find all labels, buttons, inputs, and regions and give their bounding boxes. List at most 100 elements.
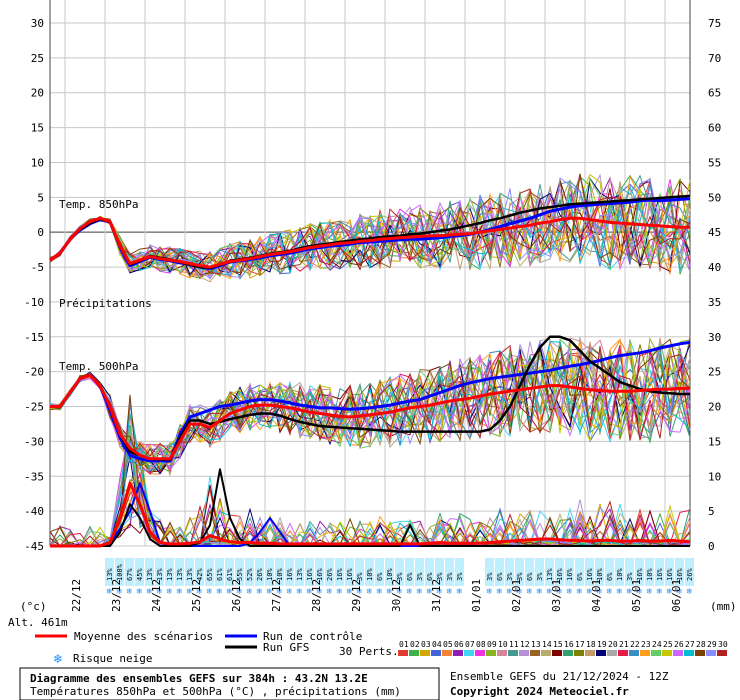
x-date-label: 04/01 xyxy=(590,579,603,612)
y-tick-label-right: 60 xyxy=(708,122,721,135)
snowflake-icon: ❄ xyxy=(336,587,343,596)
snow-risk-pct: 16% xyxy=(566,568,574,581)
snowflake-icon: ❄ xyxy=(236,587,243,596)
member-color-swatch xyxy=(618,650,628,656)
snow-risk-pct: 13% xyxy=(296,568,304,581)
y-tick-label-right: 35 xyxy=(708,296,721,309)
snow-risk-pct: 6% xyxy=(576,572,584,581)
snowflake-icon: ❄ xyxy=(396,587,403,596)
y-tick-label-right: 45 xyxy=(708,226,721,239)
snowflake-icon: ❄ xyxy=(636,587,643,596)
snow-risk-cell xyxy=(495,558,504,586)
member-color-swatch xyxy=(431,650,441,656)
x-date-label: 27/12 xyxy=(270,579,283,612)
snow-risk-cell xyxy=(195,558,204,586)
snow-risk-cell xyxy=(305,558,314,586)
member-color-swatch xyxy=(442,650,452,656)
snow-risk-pct: 10% xyxy=(266,568,274,581)
snowflake-icon: ❄ xyxy=(206,587,213,596)
member-color-swatch xyxy=(497,650,507,656)
member-color-swatch xyxy=(519,650,529,656)
snow-risk-cell xyxy=(275,558,284,586)
snowflake-icon: ❄ xyxy=(496,587,503,596)
snow-risk-pct: 100% xyxy=(116,563,124,581)
snow-risk-cell xyxy=(135,558,144,586)
member-color-swatch xyxy=(563,650,573,656)
snow-risk-pct: 13% xyxy=(166,568,174,581)
main-lines xyxy=(49,194,691,548)
x-date-label: 24/12 xyxy=(150,579,163,612)
y-tick-label-right: 75 xyxy=(708,17,721,30)
snow-risk-pct: 10% xyxy=(596,568,604,581)
snowflake-icon: ❄ xyxy=(526,587,533,596)
snow-risk-cell xyxy=(515,558,524,586)
member-color-swatch xyxy=(464,650,474,656)
snow-risk-pct: 13% xyxy=(106,568,114,581)
snowflake-icon: ❄ xyxy=(566,587,573,596)
snow-risk-cell xyxy=(255,558,264,586)
snow-risk-cell xyxy=(555,558,564,586)
member-color-swatch xyxy=(640,650,650,656)
snow-risk-pct: 6% xyxy=(406,572,414,581)
member-number: 30 xyxy=(718,640,728,649)
snow-risk-pct: 6% xyxy=(496,572,504,581)
snow-risk-pct: 3% xyxy=(436,572,444,581)
snow-risk-pct: 67% xyxy=(126,568,134,581)
snow-risk-cell xyxy=(155,558,164,586)
x-date-label: 05/01 xyxy=(630,579,643,612)
snowflake-icon: ❄ xyxy=(376,587,383,596)
snowflake-icon: ❄ xyxy=(546,587,553,596)
x-date-label: 02/01 xyxy=(510,579,523,612)
y-tick-label-left: -30 xyxy=(24,435,44,448)
y-tick-label-left: -35 xyxy=(24,470,44,483)
member-number: 07 xyxy=(465,640,475,649)
snow-risk-cell xyxy=(165,558,174,586)
x-date-label: 06/01 xyxy=(670,579,683,612)
member-color-swatch xyxy=(585,650,595,656)
snow-risk-cell xyxy=(435,558,444,586)
snowflake-icon: ❄ xyxy=(246,587,253,596)
snowflake-icon: ❄ xyxy=(456,587,463,596)
gfs-precip-line xyxy=(50,468,690,547)
member-number: 11 xyxy=(509,640,519,649)
member-number: 10 xyxy=(498,640,508,649)
snow-risk-cell xyxy=(625,558,634,586)
snow-risk-cell xyxy=(145,558,154,586)
snow-risk-cell xyxy=(225,558,234,586)
snow-risk-cell xyxy=(535,558,544,586)
snowflake-icon: ❄ xyxy=(356,587,363,596)
snowflake-icon: ❄ xyxy=(53,652,63,666)
member-color-swatch xyxy=(717,650,727,656)
y-tick-label-left: 20 xyxy=(31,87,44,100)
member-number: 19 xyxy=(597,640,607,649)
y-tick-label-right: 0 xyxy=(708,540,715,553)
snow-risk-pct: 45% xyxy=(136,568,144,581)
member-color-swatch xyxy=(574,650,584,656)
snow-risk-pct: 26% xyxy=(686,568,694,581)
left-unit: (°c) xyxy=(20,600,47,613)
snow-risk-cell xyxy=(405,558,414,586)
snow-risk-pct: 10% xyxy=(616,568,624,581)
snow-risk-pct: 10% xyxy=(386,568,394,581)
member-t850-line xyxy=(49,188,691,275)
snow-risk-pct: 26% xyxy=(256,568,264,581)
snow-risk-pct: 3% xyxy=(486,572,494,581)
y-tick-label-right: 5 xyxy=(708,505,715,518)
member-number: 29 xyxy=(707,640,717,649)
snowflake-icon: ❄ xyxy=(256,587,263,596)
label-t500: Temp. 500hPa xyxy=(59,360,138,373)
member-number: 12 xyxy=(520,640,530,649)
snowflake-icon: ❄ xyxy=(326,587,333,596)
snow-risk-cell xyxy=(235,558,244,586)
snow-risk-cell xyxy=(445,558,454,586)
y-tick-label-left: -25 xyxy=(24,401,44,414)
member-number: 22 xyxy=(630,640,640,649)
member-number: 08 xyxy=(476,640,486,649)
member-number: 23 xyxy=(641,640,651,649)
snow-risk-cell xyxy=(425,558,434,586)
member-number: 20 xyxy=(608,640,618,649)
member-t850-line xyxy=(49,177,691,279)
snow-risk-cell xyxy=(635,558,644,586)
y-tick-label-left: -40 xyxy=(24,505,44,518)
x-date-label: 23/12 xyxy=(110,579,123,612)
